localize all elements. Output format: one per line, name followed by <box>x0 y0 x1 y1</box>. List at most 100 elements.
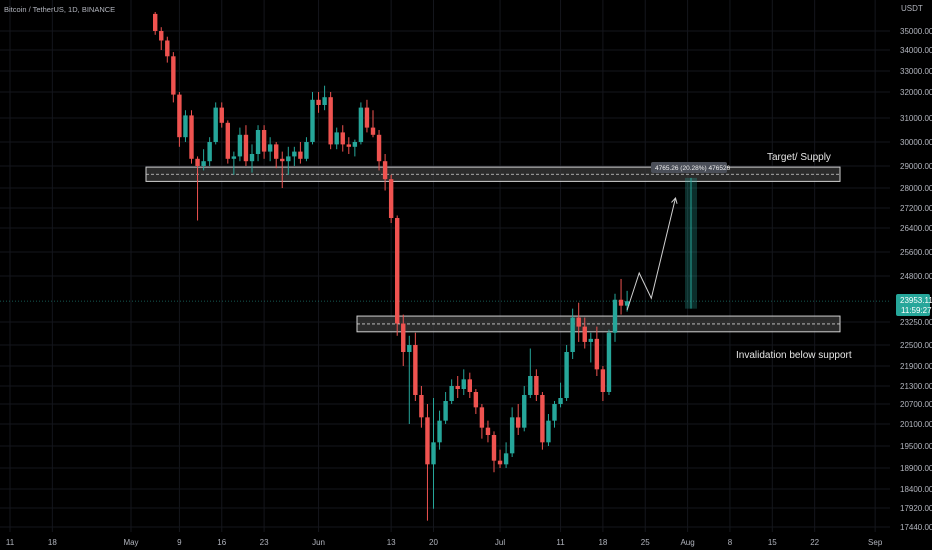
candle-body <box>455 386 460 389</box>
candle-body <box>407 345 412 352</box>
candle-body <box>255 130 261 154</box>
time-tick-label: 13 <box>387 538 396 547</box>
price-tick-label: 17440.00 <box>900 523 932 532</box>
time-tick-label: 18 <box>598 538 607 547</box>
candle-body <box>388 179 394 218</box>
candle-body <box>316 99 321 105</box>
projection-path <box>626 196 678 311</box>
candle-body <box>346 144 351 147</box>
price-tick-label: 33000.00 <box>900 67 932 76</box>
candle-body <box>479 407 485 428</box>
candle-body <box>358 107 364 142</box>
candle-body <box>516 417 521 428</box>
time-tick-label: 18 <box>48 538 57 547</box>
candle-body <box>425 417 430 465</box>
currency-label: USDT <box>901 4 923 13</box>
candle-body <box>310 99 315 142</box>
candle-body <box>261 130 267 152</box>
candle-body <box>340 132 345 145</box>
candle-body <box>249 154 255 162</box>
time-tick-label: 22 <box>810 538 819 547</box>
candle-body <box>395 218 400 324</box>
price-tick-label: 21900.00 <box>900 362 932 371</box>
candle-body <box>497 460 503 465</box>
candle-body <box>171 56 176 95</box>
price-tick-label: 20700.00 <box>900 400 932 409</box>
candle-body <box>564 352 569 398</box>
price-tick-label: 30000.00 <box>900 138 932 147</box>
price-axis[interactable]: 35000.00 34000.00 33000.00 32000.00 31000.00… <box>900 27 932 532</box>
candle-body <box>413 345 418 395</box>
candle-body <box>237 134 243 157</box>
candle-body <box>195 158 200 166</box>
time-tick-label: 15 <box>768 538 777 547</box>
candle-body <box>286 156 291 162</box>
time-axis[interactable]: 11 18 May 9 16 23 Jun 13 20 Jul 11 18 25 Aug 8 15 22 Sep <box>6 538 883 547</box>
candle-body <box>183 115 188 138</box>
candle-body <box>546 420 551 443</box>
price-tick-label: 31000.00 <box>900 114 932 123</box>
price-tick-label: 35000.00 <box>900 27 932 36</box>
candle-body <box>213 107 218 142</box>
candle-body <box>292 151 297 157</box>
candle-body <box>612 299 618 333</box>
price-tick-label: 34000.00 <box>900 46 932 55</box>
current-price-value: 23953.11 <box>900 296 932 305</box>
candle-body <box>153 13 158 31</box>
candle-body <box>304 142 309 159</box>
candle-body <box>352 142 358 147</box>
candle-body <box>473 392 479 408</box>
candle-body <box>443 401 448 421</box>
price-tick-label: 20100.00 <box>900 420 932 429</box>
chart-title: Bitcoin / TetherUS, 1D, BINANCE <box>4 5 115 14</box>
measure-label: 4765.26 (20.28%) 476526 <box>655 165 731 172</box>
candle-body <box>570 317 575 352</box>
candle-body <box>376 134 382 162</box>
time-tick-label: 20 <box>429 538 438 547</box>
candle-body <box>509 417 515 454</box>
projection-arrowhead <box>671 196 678 204</box>
candle-body <box>219 107 224 123</box>
candle-body <box>437 420 442 443</box>
candle-body <box>243 134 249 162</box>
price-tick-label: 27200.00 <box>900 204 932 213</box>
candle-body <box>534 376 539 395</box>
candle-body <box>606 332 612 392</box>
candle-body <box>467 379 472 392</box>
candle-body <box>280 158 285 162</box>
candle-body <box>419 395 424 418</box>
candle-body <box>401 323 406 352</box>
candle-body <box>382 161 388 180</box>
price-tick-label: 28000.00 <box>900 184 932 193</box>
measure-label-box: 4765.26 (20.28%) 476526 <box>651 162 731 173</box>
time-tick-label: Jul <box>495 538 505 547</box>
time-tick-label: 11 <box>6 538 15 547</box>
candles <box>153 12 630 521</box>
price-tick-label: 21300.00 <box>900 382 932 391</box>
candle-body <box>225 122 230 159</box>
candle-body <box>165 40 170 57</box>
current-price-tag: 23953.11 11:59:27 <box>896 294 932 316</box>
countdown-timer: 11:59:27 <box>901 306 932 315</box>
price-tick-label: 17920.00 <box>900 504 932 513</box>
time-tick-label: 25 <box>641 538 650 547</box>
price-tick-label: 19500.00 <box>900 442 932 451</box>
candle-body <box>552 404 557 421</box>
candle-body <box>298 151 303 159</box>
candle-body <box>594 338 600 370</box>
candle-body <box>322 97 327 105</box>
price-tick-label: 26400.00 <box>900 224 932 233</box>
candle-body <box>370 127 376 135</box>
candle-body <box>528 376 533 395</box>
grid-lines <box>0 0 890 532</box>
price-tick-label: 29000.00 <box>900 162 932 171</box>
price-tick-label: 22500.00 <box>900 341 932 350</box>
projection-line <box>626 197 676 311</box>
time-tick-label: 8 <box>728 538 733 547</box>
time-tick-label: Aug <box>680 538 694 547</box>
candle-body <box>618 299 624 306</box>
time-tick-label: 23 <box>260 538 269 547</box>
candle-body <box>364 107 370 128</box>
invalidation-label: Invalidation below support <box>736 350 852 361</box>
